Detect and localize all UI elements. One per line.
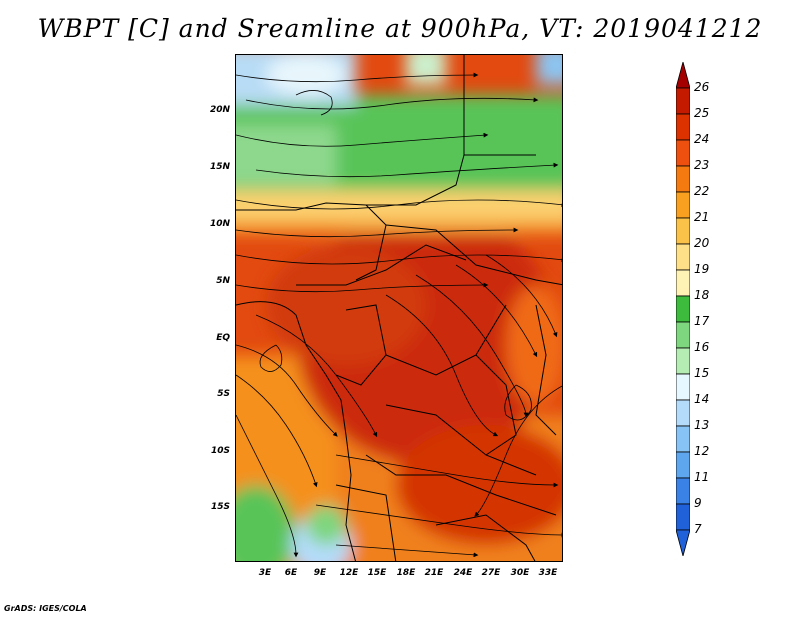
colorbar-label-11: 11 — [694, 470, 710, 484]
colorbar-label-19: 19 — [694, 262, 710, 276]
colorbar-label-21: 21 — [694, 210, 710, 224]
colorbar-label-16: 16 — [694, 340, 710, 354]
map-title: WBPT [C] and Sreamline at 900hPa, VT: 20… — [37, 14, 763, 43]
colorbar-label-26: 26 — [694, 80, 710, 94]
colorbar — [676, 62, 690, 556]
colorbar-cell-25 — [676, 87, 690, 115]
colorbar-label-25: 25 — [694, 106, 710, 120]
colorbar-cell-23 — [676, 139, 690, 167]
country-borders — [236, 55, 562, 561]
colorbar-label-14: 14 — [694, 392, 710, 406]
lon-label-12e: 12E — [339, 568, 359, 578]
colorbar-label-7: 7 — [694, 522, 702, 536]
colorbar-cell-bottom — [676, 529, 690, 556]
colorbar-cell-7 — [676, 503, 690, 531]
colorbar-label-9: 9 — [694, 496, 702, 510]
colorbar-cell-14 — [676, 373, 690, 401]
colorbar-label-22: 22 — [694, 184, 710, 198]
streamlines — [236, 72, 562, 558]
colorbar-cell-26 — [676, 62, 690, 89]
lat-label-20n: 20N — [209, 105, 230, 115]
lon-label-3e: 3E — [258, 568, 272, 578]
colorbar-cell-22 — [676, 165, 690, 193]
colorbar-cell-18 — [676, 269, 690, 297]
lat-label-15n: 15N — [209, 162, 230, 172]
colorbar-cell-12 — [676, 425, 690, 453]
lon-label-9e: 9E — [313, 568, 327, 578]
wbpt-shading — [236, 55, 562, 561]
lon-label-6e: 6E — [284, 568, 298, 578]
lon-label-27e: 27E — [481, 568, 501, 578]
colorbar-cell-13 — [676, 399, 690, 427]
wbpt-streamline-map — [235, 54, 563, 562]
colorbar-cell-15 — [676, 347, 690, 375]
colorbar-label-24: 24 — [694, 132, 710, 146]
lon-label-21e: 21E — [424, 568, 444, 578]
colorbar-cell-16 — [676, 321, 690, 349]
lon-label-33e: 33E — [538, 568, 558, 578]
colorbar-cell-19 — [676, 243, 690, 271]
colorbar-cell-24 — [676, 113, 690, 141]
colorbar-label-12: 12 — [694, 444, 710, 458]
colorbar-cell-20 — [676, 217, 690, 245]
lat-label-15s: 15S — [210, 502, 230, 512]
lat-label-10n: 10N — [209, 219, 230, 229]
colorbar-label-13: 13 — [694, 418, 710, 432]
lat-label-10s: 10S — [210, 446, 230, 456]
colorbar-cell-17 — [676, 295, 690, 323]
lat-label-5s: 5S — [217, 389, 230, 399]
lon-label-24e: 24E — [453, 568, 473, 578]
colorbar-cell-9 — [676, 477, 690, 505]
colorbar-label-20: 20 — [694, 236, 710, 250]
colorbar-label-18: 18 — [694, 288, 710, 302]
lon-label-15e: 15E — [367, 568, 387, 578]
colorbar-label-17: 17 — [694, 314, 710, 328]
colorbar-label-15: 15 — [694, 366, 710, 380]
grads-credit: GrADS: IGES/COLA — [4, 604, 87, 613]
colorbar-cell-21 — [676, 191, 690, 219]
lat-label-eq: EQ — [216, 333, 230, 343]
lon-label-18e: 18E — [396, 568, 416, 578]
colorbar-cell-11 — [676, 451, 690, 479]
colorbar-label-23: 23 — [694, 158, 710, 172]
lat-label-5n: 5N — [216, 276, 230, 286]
lon-label-30e: 30E — [510, 568, 530, 578]
